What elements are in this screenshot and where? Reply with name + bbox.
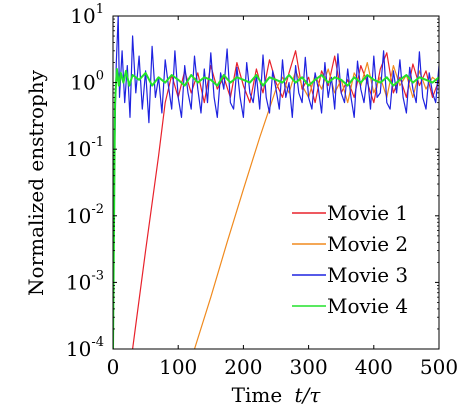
y-tick-label: 100 [70, 69, 104, 95]
plot-frame [112, 15, 440, 350]
legend-box [286, 198, 432, 326]
y-axis: 10-4 10-3 10-2 10-1 100 101 [66, 2, 439, 361]
x-axis-label-text: Time [232, 383, 283, 407]
y-tick-label: 10-3 [66, 268, 104, 294]
y-tick-label: 10-1 [66, 135, 104, 161]
x-tick-label: 500 [420, 355, 458, 379]
series-line-4 [113, 68, 439, 349]
legend-label: Movie 2 [327, 232, 408, 256]
x-tick-label: 200 [224, 355, 262, 379]
x-tick-label: 0 [107, 355, 120, 379]
y-tick-label: 10-4 [66, 335, 104, 361]
series-layer [113, 16, 439, 349]
series-line-3 [113, 16, 439, 349]
y-tick-label: 101 [70, 2, 104, 28]
y-tick-label: 10-2 [66, 202, 104, 228]
y-axis-label: Normalized enstrophy [24, 69, 48, 296]
x-tick-label: 100 [159, 355, 197, 379]
legend-label: Movie 1 [327, 201, 408, 225]
x-axis-label: Time t/τ [232, 383, 322, 407]
x-tick-label: 400 [355, 355, 393, 379]
legend: Movie 1 Movie 2 Movie 3 Movie 4 [292, 201, 408, 318]
legend-label: Movie 4 [327, 294, 408, 318]
x-axis-label-math: t/τ [295, 383, 322, 407]
legend-label: Movie 3 [327, 263, 408, 287]
x-tick-label: 300 [290, 355, 328, 379]
series-line-1 [132, 50, 439, 349]
x-axis: 0 100 200 300 400 500 [107, 16, 458, 379]
